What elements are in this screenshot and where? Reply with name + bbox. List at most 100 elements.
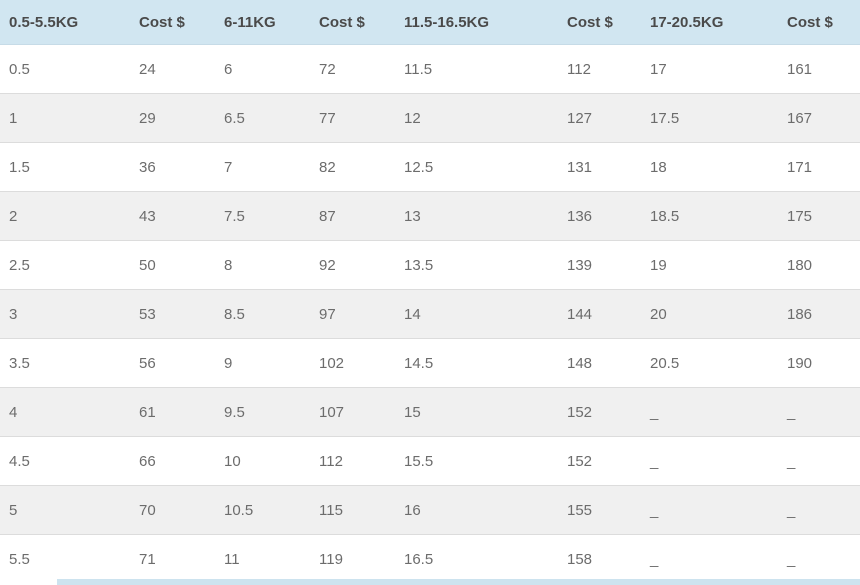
- header-row: 0.5-5.5KG Cost $ 6-11KG Cost $ 11.5-16.5…: [0, 0, 860, 45]
- table-cell: 16: [395, 485, 558, 535]
- table-cell: 7: [215, 142, 310, 192]
- table-cell: 148: [558, 338, 641, 388]
- table-cell: 175: [778, 191, 860, 241]
- table-cell: _: [641, 534, 778, 583]
- table-row: 2 43 7.5 87 13 136 18.5 175: [0, 191, 860, 241]
- table-cell: 97: [310, 289, 395, 339]
- table-cell: 11: [215, 534, 310, 583]
- table-cell: 186: [778, 289, 860, 339]
- table-cell: 1.5: [0, 142, 130, 192]
- table-cell: 5.5: [0, 534, 130, 583]
- table-cell: 50: [130, 240, 215, 290]
- table-cell: 14: [395, 289, 558, 339]
- next-section-header-sliver: [57, 579, 860, 585]
- table-cell: 43: [130, 191, 215, 241]
- table-cell: 15: [395, 387, 558, 437]
- table-cell: 7.5: [215, 191, 310, 241]
- table-cell: 112: [310, 436, 395, 486]
- table-cell: 2: [0, 191, 130, 241]
- table-cell: 139: [558, 240, 641, 290]
- table-cell: 61: [130, 387, 215, 437]
- table-row: 2.5 50 8 92 13.5 139 19 180: [0, 240, 860, 290]
- table-body: 0.5 24 6 72 11.5 112 17 161 1 29 6.5 77 12 127 17.5 167…: [0, 45, 860, 583]
- column-header-cost-3: Cost $: [558, 0, 641, 45]
- table-row: 3.5 56 9 102 14.5 148 20.5 190: [0, 338, 860, 388]
- table-cell: _: [778, 436, 860, 486]
- table-cell: 15.5: [395, 436, 558, 486]
- table-cell: 3: [0, 289, 130, 339]
- table-cell: 20.5: [641, 338, 778, 388]
- table-cell: 131: [558, 142, 641, 192]
- table-cell: _: [641, 387, 778, 437]
- table-cell: 152: [558, 436, 641, 486]
- table-cell: 82: [310, 142, 395, 192]
- table-cell: 119: [310, 534, 395, 583]
- table-cell: 66: [130, 436, 215, 486]
- table-row: 1 29 6.5 77 12 127 17.5 167: [0, 93, 860, 143]
- table-cell: 72: [319, 60, 336, 78]
- table-cell: _: [778, 387, 860, 437]
- table-cell: 53: [130, 289, 215, 339]
- table-cell: 190: [778, 338, 860, 388]
- table-cell: 92: [310, 240, 395, 290]
- table-cell: 13.5: [395, 240, 558, 290]
- column-header-cost-2: Cost $: [310, 0, 395, 45]
- table-cell: 12.5: [395, 142, 558, 192]
- column-header-cost-4: Cost $: [778, 0, 860, 45]
- table-cell: 0.5: [9, 60, 30, 78]
- table-cell: 112: [567, 60, 591, 78]
- table-row: 1.5 36 7 82 12.5 131 18 171: [0, 142, 860, 192]
- table-cell: 87: [310, 191, 395, 241]
- table-cell: _: [641, 485, 778, 535]
- table-cell: 4: [0, 387, 130, 437]
- table-cell: 20: [641, 289, 778, 339]
- table-cell: 70: [130, 485, 215, 535]
- table-cell: 4.5: [0, 436, 130, 486]
- table-row: 3 53 8.5 97 14 144 20 186: [0, 289, 860, 339]
- table-cell: 6.5: [215, 93, 310, 143]
- table-cell: 18: [641, 142, 778, 192]
- table-cell: 102: [310, 338, 395, 388]
- table-cell: 136: [558, 191, 641, 241]
- column-header-weight-band-3: 11.5-16.5KG: [395, 0, 558, 45]
- table-cell: 13: [395, 191, 558, 241]
- table-row: 4.5 66 10 112 15.5 152 _ _: [0, 436, 860, 486]
- table-cell: 3.5: [0, 338, 130, 388]
- table-cell: 167: [778, 93, 860, 143]
- table-cell: 8: [215, 240, 310, 290]
- table-cell: 152: [558, 387, 641, 437]
- table-cell: 10: [215, 436, 310, 486]
- table-cell: 9.5: [215, 387, 310, 437]
- table-row: 5 70 10.5 115 16 155 _ _: [0, 485, 860, 535]
- table-cell: 14.5: [395, 338, 558, 388]
- column-header-cost-1: Cost $: [130, 0, 215, 45]
- table-cell: 24: [139, 60, 156, 78]
- table-cell: 11.5: [404, 60, 433, 78]
- table-cell: 8.5: [215, 289, 310, 339]
- table-cell: 9: [215, 338, 310, 388]
- table-cell: 2.5: [0, 240, 130, 290]
- table-cell: 180: [778, 240, 860, 290]
- table-cell: 29: [130, 93, 215, 143]
- table-cell: 10.5: [215, 485, 310, 535]
- table-cell: 171: [778, 142, 860, 192]
- table-cell: 17.5: [641, 93, 778, 143]
- table-row: 5.5 71 11 119 16.5 158 _ _: [0, 534, 860, 583]
- table-cell: 144: [558, 289, 641, 339]
- table-cell: 17: [650, 60, 667, 78]
- table-cell: 158: [558, 534, 641, 583]
- column-header-weight-band-2: 6-11KG: [215, 0, 310, 45]
- table-cell: 36: [130, 142, 215, 192]
- table-cell: 161: [787, 60, 813, 78]
- table-cell: 107: [310, 387, 395, 437]
- table-header: 0.5-5.5KG Cost $ 6-11KG Cost $ 11.5-16.5…: [0, 0, 860, 45]
- table-cell: 16.5: [395, 534, 558, 583]
- table-cell: 6: [224, 60, 233, 78]
- column-header-weight-band-1: 0.5-5.5KG: [0, 0, 130, 45]
- table-cell: 115: [310, 485, 395, 535]
- table-cell: 19: [641, 240, 778, 290]
- table-cell: 77: [310, 93, 395, 143]
- table-cell: 71: [130, 534, 215, 583]
- column-header-weight-band-4: 17-20.5KG: [641, 0, 778, 45]
